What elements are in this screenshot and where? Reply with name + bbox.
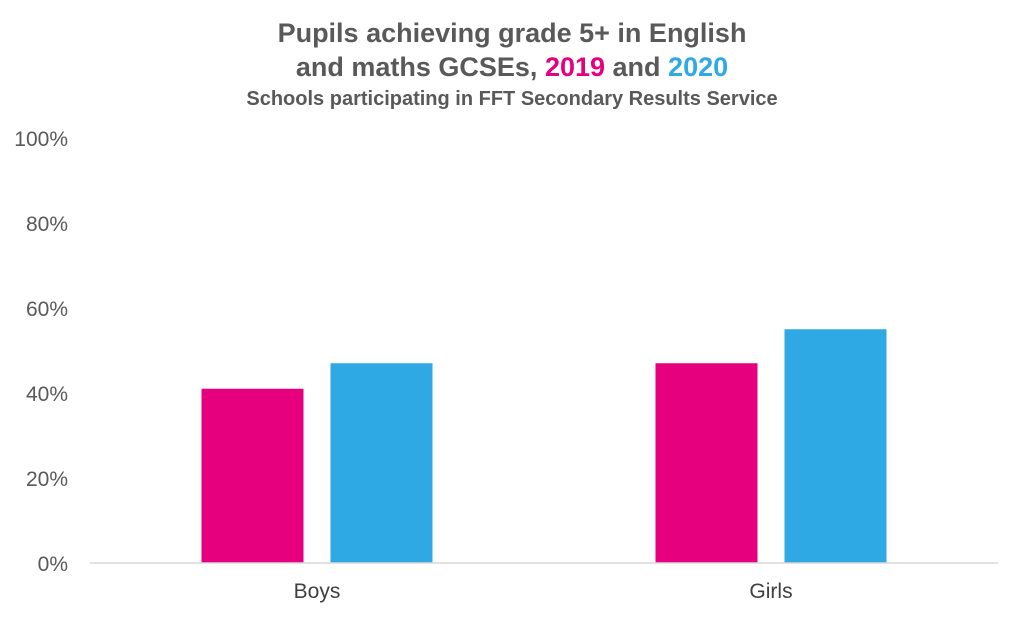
x-axis: Boys Girls — [294, 580, 793, 603]
legend-2020-label: 2020 — [668, 52, 729, 82]
y-tick-label: 40% — [26, 383, 68, 406]
y-tick-label: 100% — [14, 128, 68, 151]
y-axis: 0% 20% 40% 60% 80% 100% — [14, 128, 68, 576]
x-tick-label-boys: Boys — [294, 580, 341, 603]
bar-girls-2019 — [655, 363, 758, 563]
bar-boys-2019 — [201, 388, 304, 563]
bars — [201, 329, 887, 563]
y-tick-label: 20% — [26, 468, 68, 491]
y-tick-label: 0% — [38, 553, 68, 576]
bar-boys-2020 — [330, 363, 433, 563]
title-mid: and — [605, 52, 669, 82]
y-tick-label: 80% — [26, 213, 68, 236]
legend-2019-label: 2019 — [544, 52, 606, 82]
title-prefix: and maths GCSEs, — [295, 52, 545, 82]
x-tick-label-girls: Girls — [749, 580, 792, 603]
chart-subtitle: Schools participating in FFT Secondary R… — [246, 88, 778, 110]
bar-girls-2020 — [784, 329, 887, 563]
chart-title-line1: Pupils achieving grade 5+ in English — [277, 18, 747, 48]
chart-title-line2: and maths GCSEs, 2019 and 2020 — [0, 50, 1024, 84]
y-tick-label: 60% — [26, 298, 68, 321]
